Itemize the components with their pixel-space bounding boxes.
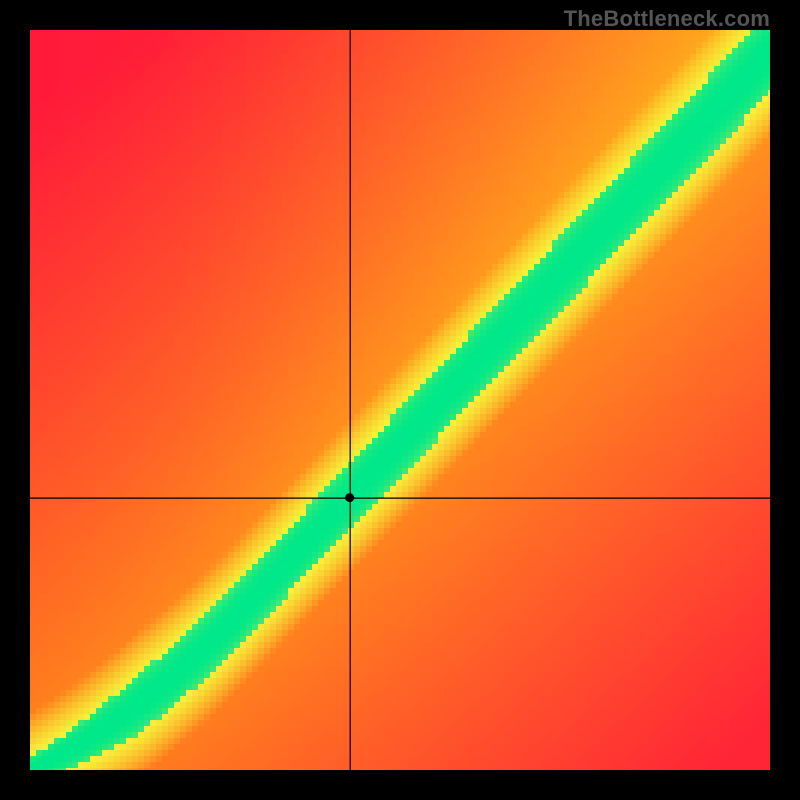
bottleneck-heatmap	[30, 30, 770, 770]
watermark-label: TheBottleneck.com	[564, 6, 770, 32]
chart-container: TheBottleneck.com	[0, 0, 800, 800]
